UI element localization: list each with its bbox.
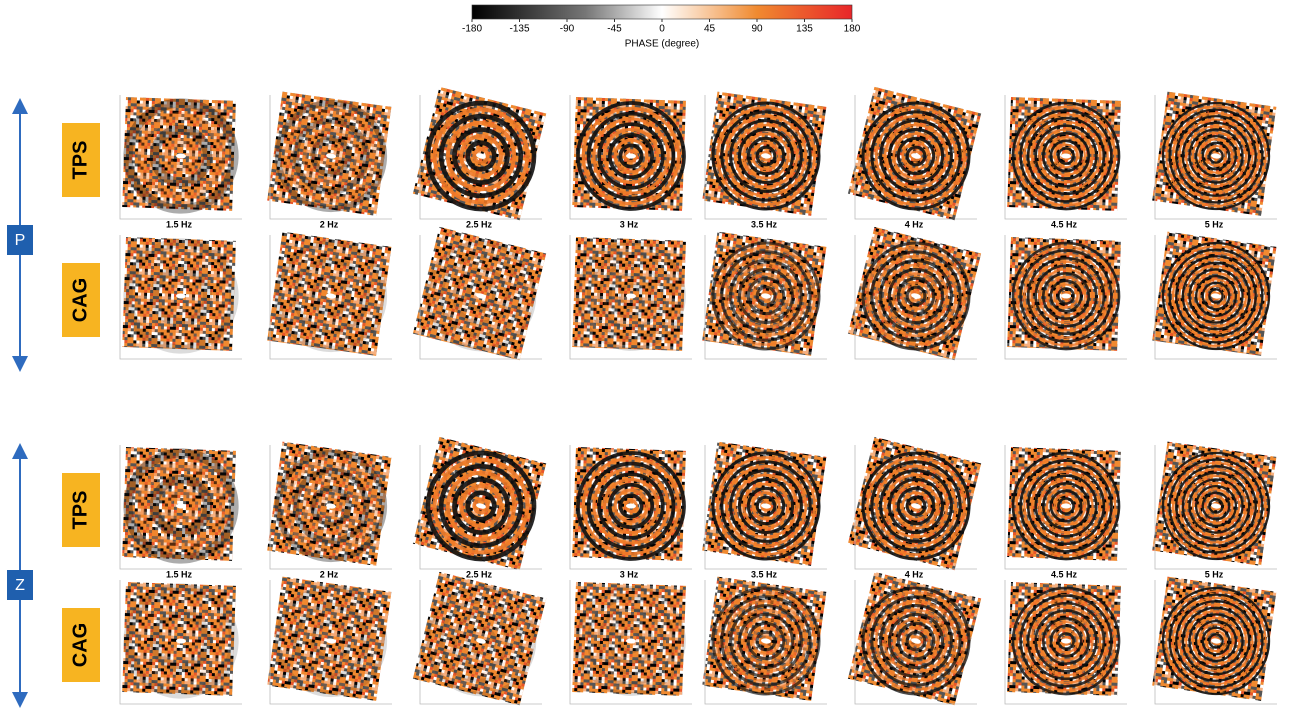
colorbar-tick-label: 180 xyxy=(844,24,861,35)
phase-panel xyxy=(572,97,686,211)
frequency-label: 5 Hz xyxy=(1205,569,1224,579)
phase-panel xyxy=(572,237,686,351)
frequency-label: 1.5 Hz xyxy=(166,219,193,229)
colorbar-tick-label: -135 xyxy=(509,24,529,35)
frequency-label: 4 Hz xyxy=(905,569,924,579)
phase-panel xyxy=(267,92,391,216)
side-labels: P TPS CAG Z TPS CAG xyxy=(7,106,100,700)
phase-panel xyxy=(1152,92,1276,216)
colorbar-tick-label: 0 xyxy=(659,24,665,35)
frequency-label: 3 Hz xyxy=(620,569,639,579)
phase-panel xyxy=(1007,447,1121,561)
colorbar-tick-label: 135 xyxy=(796,24,813,35)
phase-panel xyxy=(122,97,236,211)
phase-panel xyxy=(702,92,826,216)
frequency-label: 1.5 Hz xyxy=(166,569,193,579)
frequency-label: 2 Hz xyxy=(320,219,339,229)
frequency-label: 2.5 Hz xyxy=(466,569,493,579)
phase-panel xyxy=(122,582,236,696)
row-label: TPS xyxy=(69,491,91,530)
phase-panel xyxy=(122,447,236,561)
phase-panel xyxy=(1007,97,1121,211)
frequency-label: 4 Hz xyxy=(905,219,924,229)
phase-panel xyxy=(267,577,391,701)
phase-panel xyxy=(572,582,686,696)
group-label: Z xyxy=(15,577,25,594)
frequency-label: 5 Hz xyxy=(1205,219,1224,229)
phase-panel xyxy=(702,577,826,701)
phase-panel xyxy=(267,232,391,356)
phase-panel xyxy=(122,237,236,351)
row-label: CAG xyxy=(69,278,91,322)
phase-panel xyxy=(848,572,981,705)
colorbar-tick-label: -45 xyxy=(607,24,622,35)
colorbar-tick-label: -180 xyxy=(462,24,482,35)
phase-panel xyxy=(848,87,981,220)
colorbar-ticks: -180 -135 -90 -45 0 45 90 135 180 xyxy=(462,19,861,35)
colorbar-tick-label: -90 xyxy=(560,24,575,35)
phase-panel xyxy=(1007,237,1121,351)
phase-panel xyxy=(702,232,826,356)
frequency-label: 2.5 Hz xyxy=(466,219,493,229)
phase-panel xyxy=(1152,442,1276,566)
frequency-label: 2 Hz xyxy=(320,569,339,579)
phase-panel xyxy=(572,447,686,561)
phase-panel xyxy=(1152,232,1276,356)
colorbar xyxy=(472,5,852,19)
phase-panel xyxy=(1152,577,1276,701)
phase-panel xyxy=(702,442,826,566)
frequency-label: 3.5 Hz xyxy=(751,569,778,579)
colorbar-tick-label: 45 xyxy=(704,24,716,35)
phase-panel xyxy=(413,437,546,570)
panels: 1.5 Hz 2 Hz 2.5 Hz 3 Hz 3.5 Hz 4 Hz 4.5 Hz 5 Hz… xyxy=(120,87,1277,705)
colorbar-tick-label: 90 xyxy=(751,24,763,35)
frequency-label: 4.5 Hz xyxy=(1051,569,1078,579)
phase-panel xyxy=(413,87,546,220)
phase-panel xyxy=(848,227,981,360)
colorbar-label: PHASE (degree) xyxy=(625,39,699,50)
group-label: P xyxy=(15,232,26,249)
phase-panel xyxy=(413,227,546,360)
phase-panel xyxy=(848,437,981,570)
row-label: CAG xyxy=(69,623,91,667)
frequency-label: 3.5 Hz xyxy=(751,219,778,229)
phase-panel xyxy=(413,572,546,705)
figure: PHASE (degree) -180 -135 -90 -45 0 45 90 135 180… xyxy=(0,0,1298,714)
phase-panel xyxy=(267,442,391,566)
row-label: TPS xyxy=(69,141,91,180)
frequency-label: 4.5 Hz xyxy=(1051,219,1078,229)
frequency-label: 3 Hz xyxy=(620,219,639,229)
phase-panel xyxy=(1007,582,1121,696)
